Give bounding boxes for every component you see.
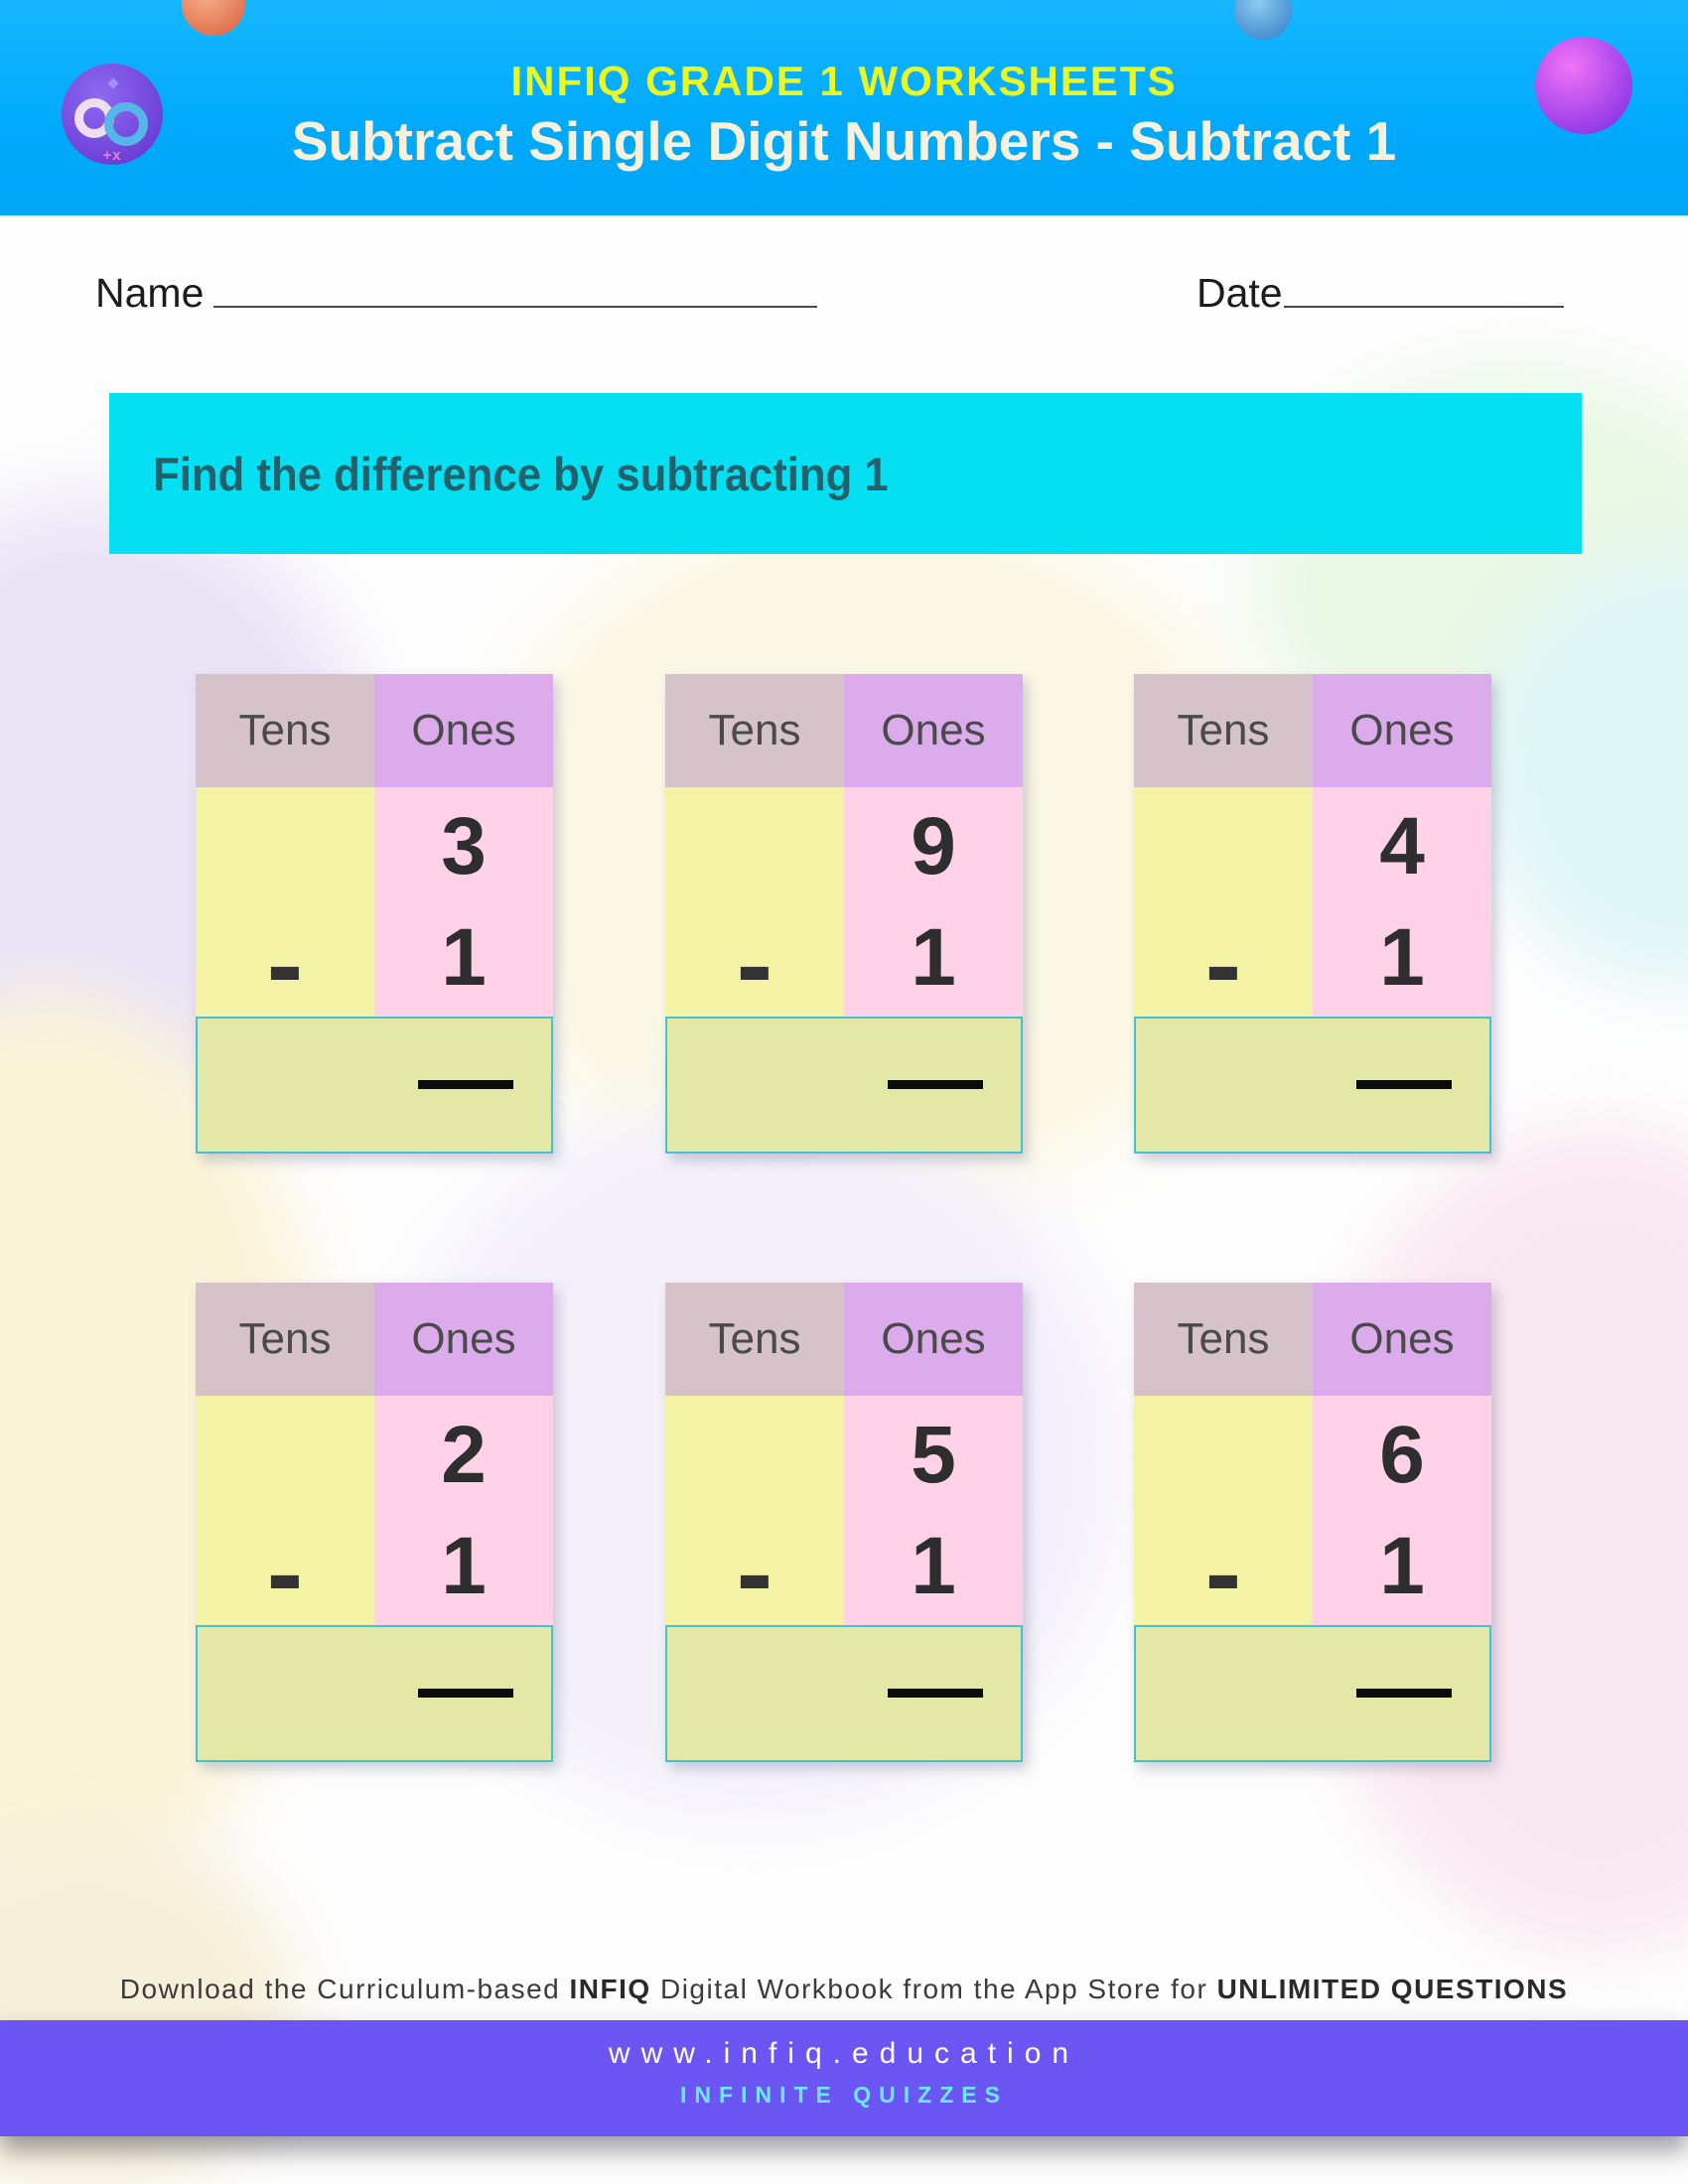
card-body-row: - 9 1 xyxy=(665,787,1023,1020)
minuend-digit: 9 xyxy=(911,800,956,891)
answer-box xyxy=(196,1625,553,1762)
answer-blank-line xyxy=(418,1080,513,1089)
download-promo-text: Download the Curriculum-based INFIQ Digi… xyxy=(0,1974,1688,2005)
ones-cell: 9 1 xyxy=(844,787,1023,1017)
tens-column-header: Tens xyxy=(196,674,374,787)
subtraction-card-4: Tens Ones - 2 1 xyxy=(196,1283,553,1762)
tens-column-header: Tens xyxy=(665,674,844,787)
answer-blank-line xyxy=(1356,1080,1452,1089)
ones-column-header: Ones xyxy=(844,1283,1023,1396)
download-text-segment: Digital Workbook from the App Store for xyxy=(650,1974,1217,2004)
ones-column-header: Ones xyxy=(1313,674,1491,787)
name-label: Name xyxy=(95,270,205,316)
ones-column-header: Ones xyxy=(844,674,1023,787)
tens-cell: - xyxy=(1134,787,1313,1020)
card-header-row: Tens Ones xyxy=(1134,1283,1491,1396)
minuend-digit: 5 xyxy=(911,1409,956,1500)
tens-cell: - xyxy=(1134,1396,1313,1628)
subtraction-card-3: Tens Ones - 4 1 xyxy=(1134,674,1491,1154)
tens-column-header: Tens xyxy=(665,1283,844,1396)
tens-column-header: Tens xyxy=(1134,1283,1313,1396)
tens-cell: - xyxy=(196,1396,374,1628)
card-body-row: - 3 1 xyxy=(196,787,553,1020)
card-header-row: Tens Ones xyxy=(665,674,1023,787)
minuend-digit: 2 xyxy=(441,1409,487,1500)
answer-blank-line xyxy=(888,1080,983,1089)
subtrahend-digit: 1 xyxy=(441,911,487,1003)
card-body-row: - 2 1 xyxy=(196,1396,553,1628)
blue-sphere-decoration xyxy=(1234,0,1292,40)
tens-cell: - xyxy=(196,787,374,1020)
ones-cell: 2 1 xyxy=(374,1396,553,1625)
card-header-row: Tens Ones xyxy=(1134,674,1491,787)
infiq-logo: +x xyxy=(62,64,163,165)
footer-bar: www.infiq.education INFINITE QUIZZES xyxy=(0,2020,1688,2136)
subtrahend-digit: 1 xyxy=(911,1520,956,1611)
subtraction-card-6: Tens Ones - 6 1 xyxy=(1134,1283,1491,1762)
logo-plus-x-text: +x xyxy=(102,147,122,164)
subtrahend-digit: 1 xyxy=(911,911,956,1003)
tens-column-header: Tens xyxy=(196,1283,374,1396)
subtrahend-digit: 1 xyxy=(1379,911,1425,1003)
infinity-icon xyxy=(104,102,148,146)
answer-box xyxy=(665,1017,1023,1154)
ones-cell: 4 1 xyxy=(1313,787,1491,1017)
ones-cell: 6 1 xyxy=(1313,1396,1491,1625)
ones-cell: 5 1 xyxy=(844,1396,1023,1625)
card-body-row: - 6 1 xyxy=(1134,1396,1491,1628)
answer-box xyxy=(665,1625,1023,1762)
instruction-banner: Find the difference by subtracting 1 xyxy=(109,393,1582,554)
tens-cell: - xyxy=(665,1396,844,1628)
purple-sphere-decoration xyxy=(1535,37,1632,134)
brand-title: INFIQ GRADE 1 WORKSHEETS xyxy=(510,58,1178,104)
page-title: Subtract Single Digit Numbers - Subtract… xyxy=(291,110,1397,172)
minuend-digit: 3 xyxy=(441,800,487,891)
subtraction-card-1: Tens Ones - 3 1 xyxy=(196,674,553,1154)
website-url: www.infiq.education xyxy=(608,2037,1080,2070)
download-text-segment: Download the Curriculum-based xyxy=(119,1974,570,2004)
ones-column-header: Ones xyxy=(374,1283,553,1396)
download-text-infiq: INFIQ xyxy=(569,1974,651,2004)
minuend-digit: 6 xyxy=(1379,1409,1425,1500)
tens-column-header: Tens xyxy=(1134,674,1313,787)
name-blank-line xyxy=(213,306,817,308)
answer-blank-line xyxy=(888,1689,983,1698)
ones-column-header: Ones xyxy=(1313,1283,1491,1396)
subtrahend-digit: 1 xyxy=(441,1520,487,1611)
answer-blank-line xyxy=(1356,1689,1452,1698)
tagline-text: INFINITE QUIZZES xyxy=(680,2082,1008,2108)
subtrahend-digit: 1 xyxy=(1379,1520,1425,1611)
subtraction-card-2: Tens Ones - 9 1 xyxy=(665,674,1023,1154)
download-text-unlimited: UNLIMITED QUESTIONS xyxy=(1216,1974,1569,2004)
tens-cell: - xyxy=(665,787,844,1020)
card-header-row: Tens Ones xyxy=(196,1283,553,1396)
minuend-digit: 4 xyxy=(1379,800,1425,891)
orange-sphere-decoration xyxy=(182,0,245,36)
instruction-text: Find the difference by subtracting 1 xyxy=(153,447,889,500)
answer-box xyxy=(1134,1625,1491,1762)
date-blank-line xyxy=(1284,306,1564,308)
ones-column-header: Ones xyxy=(374,674,553,787)
card-body-row: - 5 1 xyxy=(665,1396,1023,1628)
header-banner: +x INFIQ GRADE 1 WORKSHEETS Subtract Sin… xyxy=(0,0,1688,215)
answer-box xyxy=(196,1017,553,1154)
date-label: Date xyxy=(1196,270,1283,316)
subtraction-card-5: Tens Ones - 5 1 xyxy=(665,1283,1023,1762)
answer-box xyxy=(1134,1017,1491,1154)
ones-cell: 3 1 xyxy=(374,787,553,1017)
card-body-row: - 4 1 xyxy=(1134,787,1491,1020)
card-header-row: Tens Ones xyxy=(665,1283,1023,1396)
answer-blank-line xyxy=(418,1689,513,1698)
card-header-row: Tens Ones xyxy=(196,674,553,787)
